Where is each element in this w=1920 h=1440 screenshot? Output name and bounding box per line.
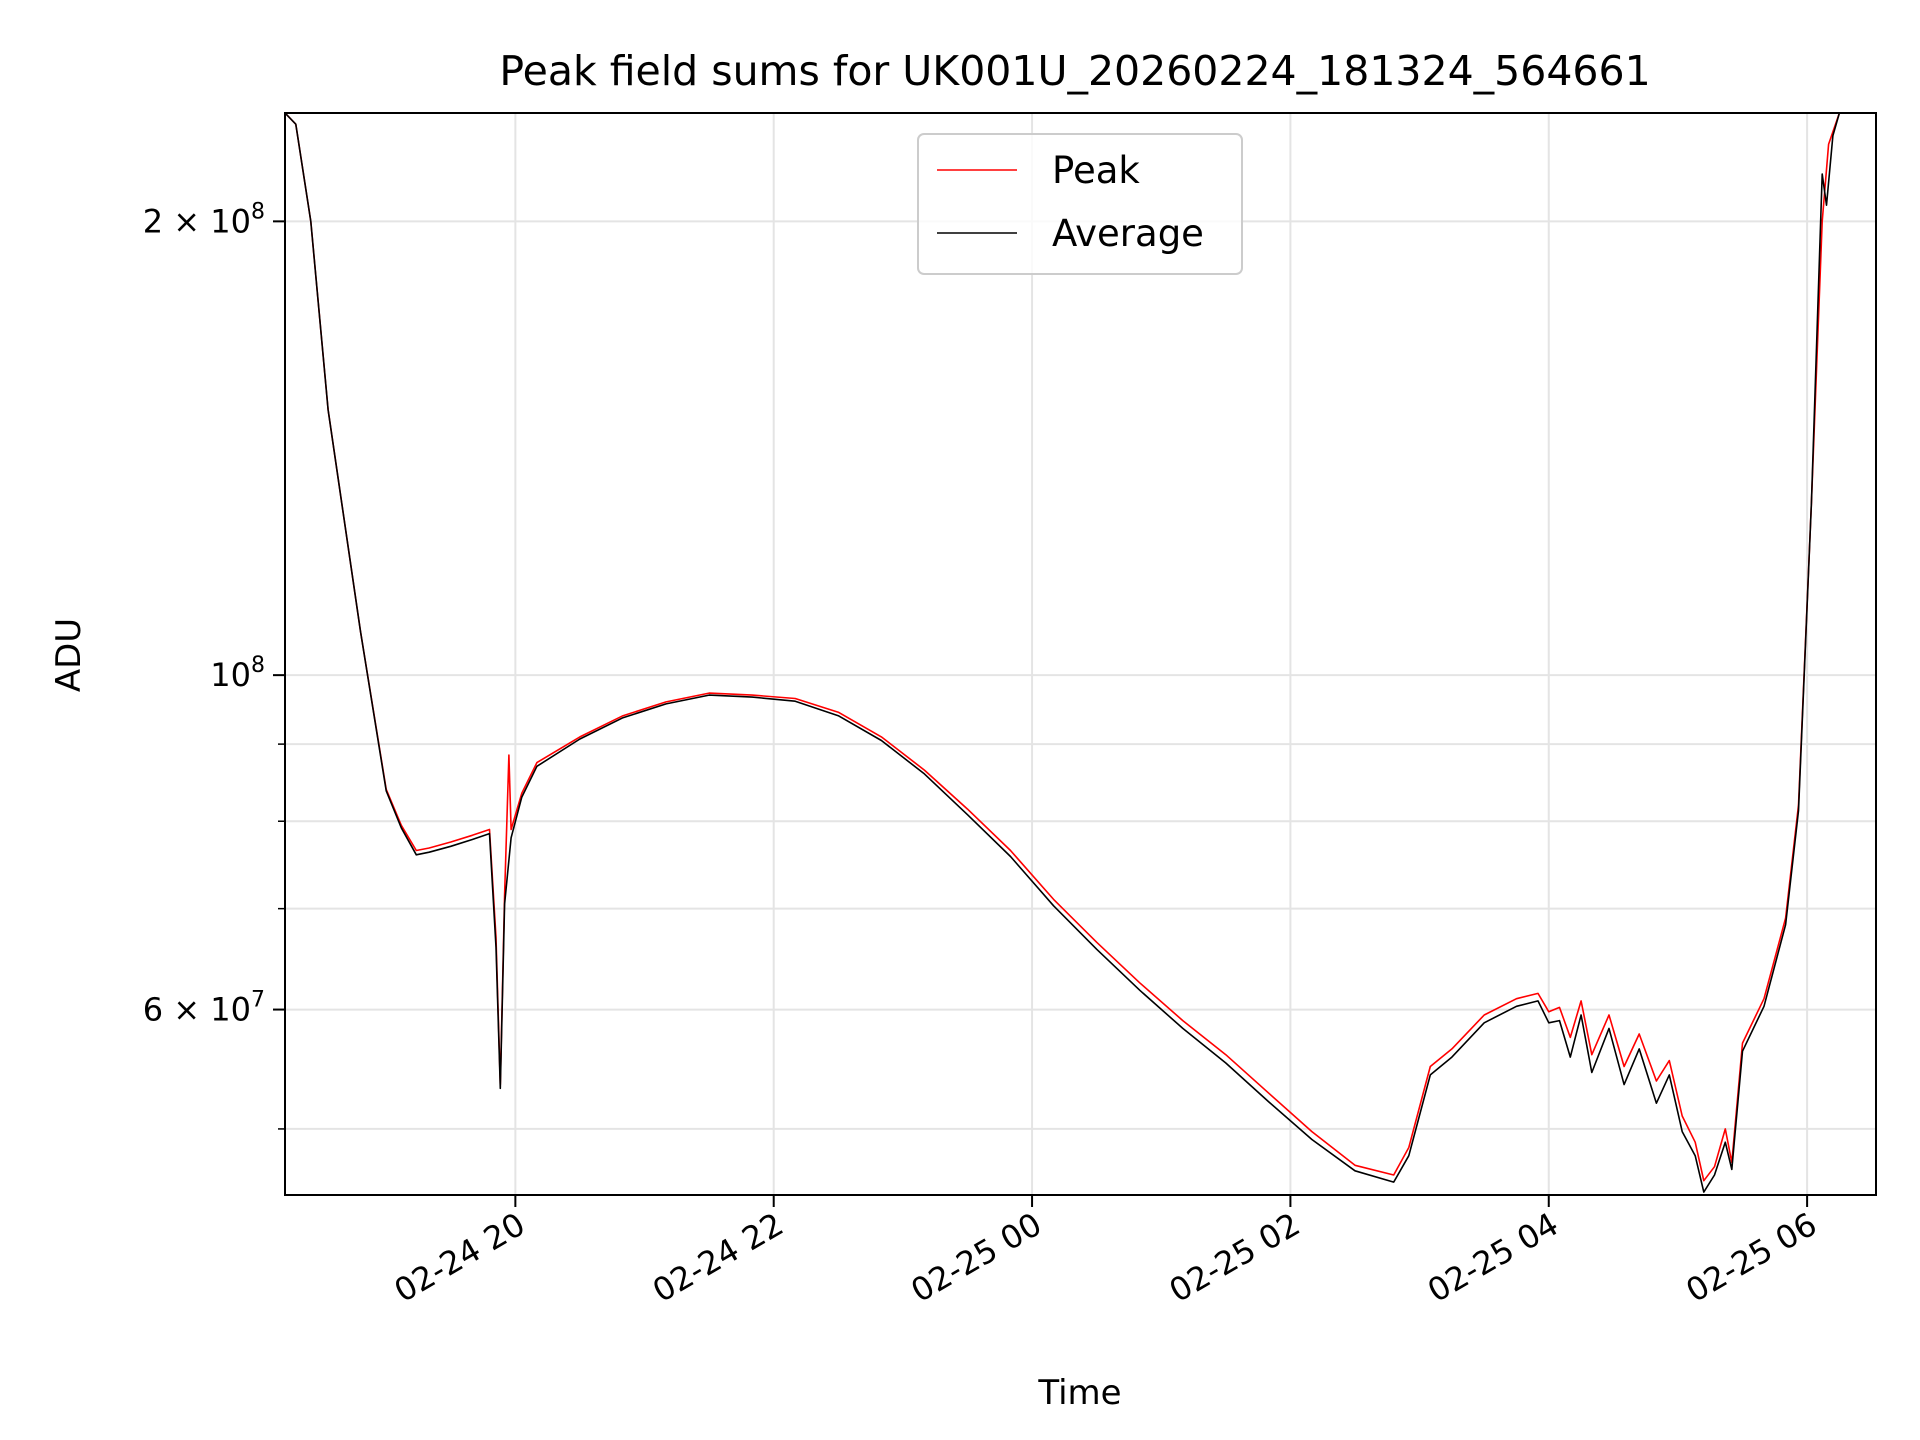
series-layer bbox=[285, 113, 1876, 1193]
y-tick-label: 2 × 108 bbox=[143, 199, 265, 240]
y-tick-label-exponent: 8 bbox=[251, 199, 265, 224]
legend-box bbox=[917, 133, 1243, 275]
series-line-average bbox=[285, 113, 1876, 1193]
y-tick-label: 6 × 107 bbox=[143, 988, 265, 1029]
plot-frame bbox=[284, 112, 1877, 1196]
y-axis-label: ADU bbox=[49, 618, 89, 692]
y-tick-label-exponent: 7 bbox=[251, 988, 265, 1013]
y-tick-label-base: 10 bbox=[210, 656, 251, 694]
legend-label-peak: Peak bbox=[1052, 149, 1140, 192]
legend: Peak Average bbox=[917, 133, 1243, 275]
y-tick-label-base: 2 × 10 bbox=[143, 202, 251, 240]
y-tick-label-base: 6 × 10 bbox=[143, 991, 251, 1029]
legend-label-average: Average bbox=[1052, 212, 1204, 255]
x-axis-label: Time bbox=[1037, 1373, 1121, 1413]
grid bbox=[285, 113, 1876, 1195]
chart-title: Peak field sums for UK001U_20260224_1813… bbox=[499, 47, 1650, 95]
y-tick-label: 108 bbox=[210, 653, 265, 694]
y-tick-label-exponent: 8 bbox=[251, 653, 265, 678]
